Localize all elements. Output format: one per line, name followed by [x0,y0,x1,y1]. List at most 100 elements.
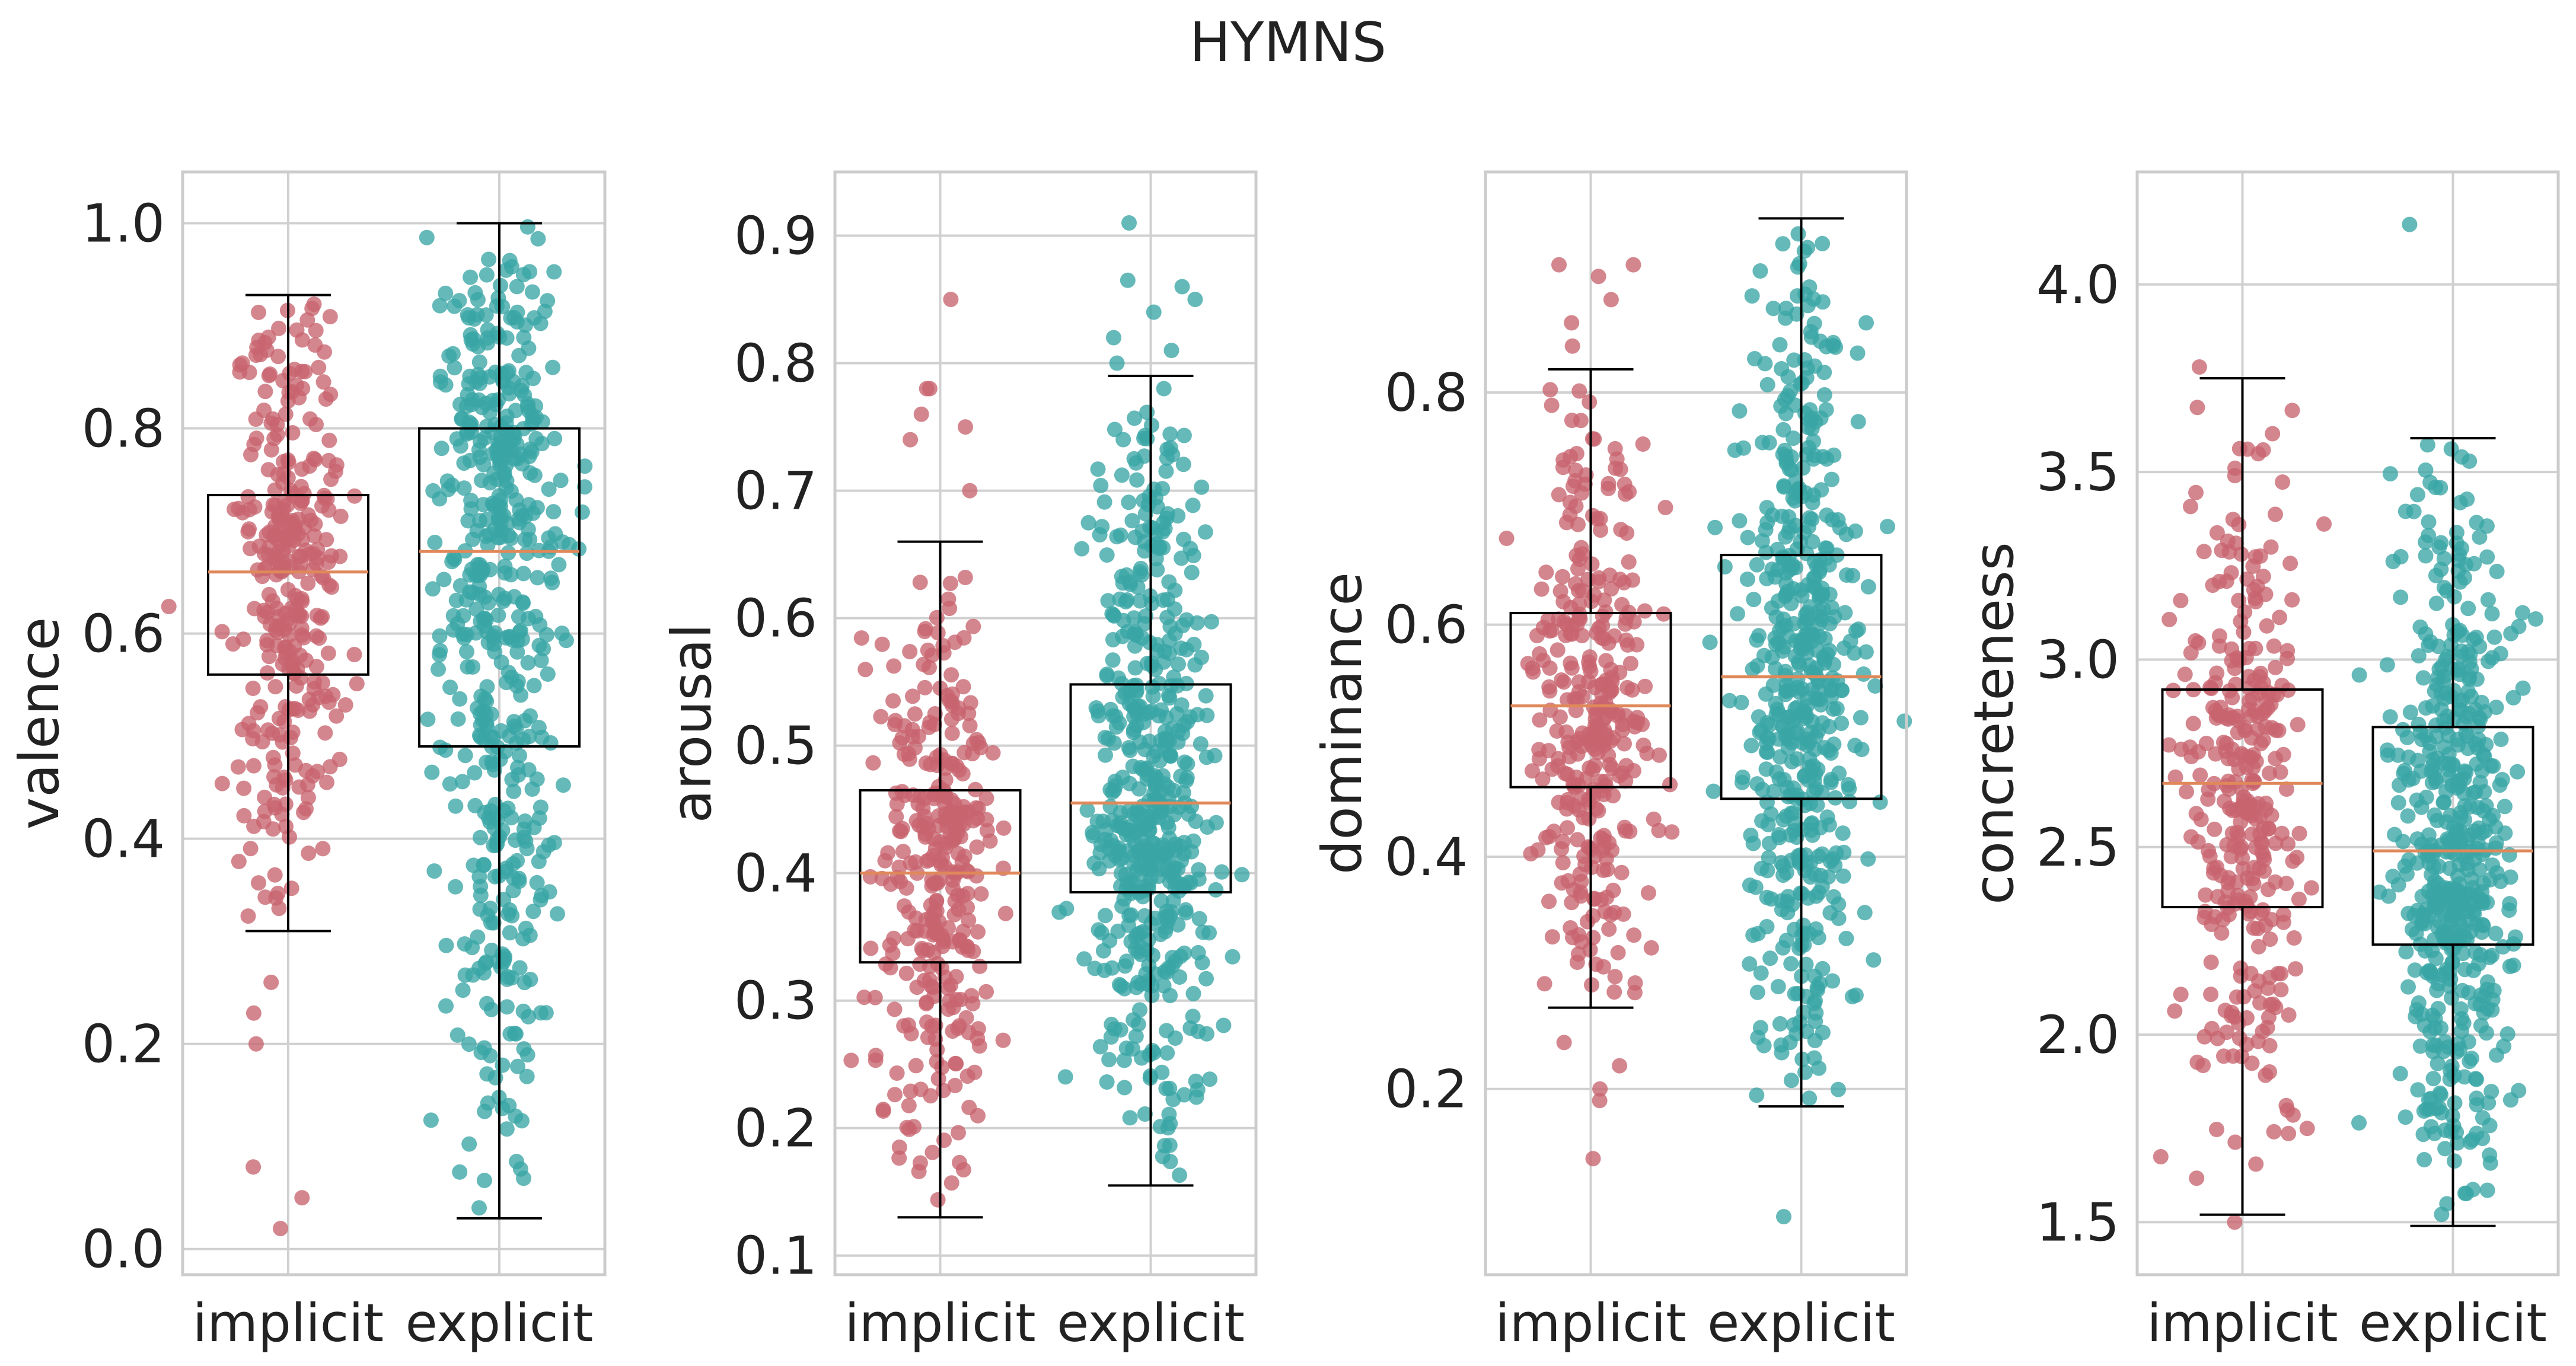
data-point [1115,432,1131,448]
data-point [2252,669,2268,685]
data-point [480,595,496,611]
outlier-point [913,406,929,422]
y-tick-label: 0.6 [82,604,165,665]
data-point [943,711,959,727]
data-point [961,1099,977,1115]
data-point [1524,763,1540,779]
data-point [2210,1030,2226,1046]
data-point [1520,656,1536,672]
data-point [506,783,522,799]
data-point [320,645,336,661]
outlier-point [903,432,919,448]
data-point [2400,979,2416,995]
data-point [1595,618,1611,634]
data-point [1101,731,1116,746]
data-point [436,572,452,588]
data-point [322,309,338,325]
data-point [943,667,959,683]
data-point [2430,639,2446,655]
data-point [1105,652,1121,668]
data-point [483,915,499,931]
data-point [455,982,471,998]
data-point [917,923,933,939]
data-point [1542,683,1558,699]
data-point [308,628,324,644]
data-point [346,647,362,662]
data-point [942,576,958,591]
data-point [965,618,981,634]
data-point [464,397,480,413]
data-point [530,570,546,586]
data-point [1814,784,1830,800]
data-point [1652,747,1667,763]
data-point [2393,589,2409,605]
data-point [1185,985,1201,1001]
data-point [551,557,567,573]
data-point [1797,286,1813,302]
data-point [332,548,348,564]
data-point [1802,402,1818,418]
data-point [1104,606,1120,622]
data-point [1179,756,1195,772]
data-point [912,956,928,972]
data-point [1745,927,1761,943]
data-point [1589,511,1605,527]
data-point [2266,1124,2282,1140]
data-point [251,875,266,891]
data-point [526,678,542,694]
data-point [2496,1038,2512,1054]
data-point [243,841,259,857]
data-point [2259,1020,2275,1036]
data-point [1207,748,1223,764]
data-point [1214,864,1230,880]
data-point [2379,657,2395,673]
iqr-box [2371,726,2534,946]
data-point [1765,301,1781,317]
data-point [1790,226,1806,242]
data-point [1829,701,1845,717]
data-point [969,839,985,855]
data-point [2195,1058,2211,1073]
data-point [863,940,879,956]
plot-frame [181,170,607,1276]
data-point [2254,835,2270,851]
data-point [2455,946,2471,962]
data-point [519,219,535,235]
data-point [2410,1082,2426,1098]
data-point [1120,822,1136,838]
data-point [891,1150,907,1166]
data-point [2428,567,2444,583]
x-tick-label-implicit: implicit [1495,1292,1686,1354]
data-point [1535,771,1551,787]
data-point [2430,876,2446,892]
data-point [1860,579,1876,595]
data-point [1775,236,1791,252]
data-point [321,432,337,448]
data-point [1121,494,1137,510]
data-point [286,532,302,548]
data-point [2416,1152,2432,1167]
data-point [271,320,287,336]
data-point [275,373,291,388]
data-point [161,599,177,614]
data-point [1610,944,1626,960]
points-explicit [2351,216,2544,1223]
data-point [1544,623,1560,639]
data-point [462,368,478,384]
data-point [457,748,473,764]
outlier-point [1551,257,1567,273]
data-point [1161,574,1177,590]
data-point [1179,714,1195,730]
data-point [956,816,972,832]
data-point [1749,984,1765,1000]
data-point [2230,725,2246,741]
data-point [1536,976,1552,992]
data-point [457,967,473,983]
data-point [460,659,476,675]
data-point [1786,352,1802,368]
data-point [1179,770,1195,786]
data-point [865,755,881,771]
data-point [2255,442,2271,458]
data-point [1774,1045,1790,1061]
data-point [2409,487,2425,503]
